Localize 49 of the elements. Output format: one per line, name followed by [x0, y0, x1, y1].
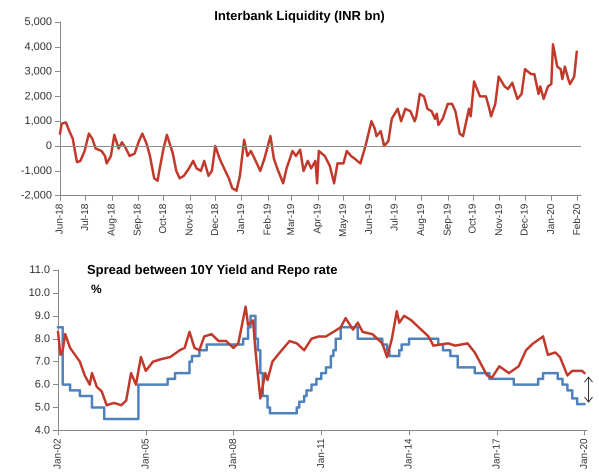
y-tick-label: 3,000	[24, 66, 52, 78]
y-tick-label: 6.0	[34, 378, 50, 391]
x-tick-label: Apr-19	[312, 203, 324, 234]
x-tick-label: Jan-02	[52, 438, 64, 469]
x-tick-label: Feb-20	[572, 203, 584, 236]
y-tick-label: 1,000	[24, 115, 52, 128]
x-tick-label: Feb-19	[262, 203, 274, 236]
x-tick-label: Jan-20	[579, 438, 590, 469]
y-tick-label: 2,000	[24, 90, 52, 102]
y-tick-label: 10.0	[28, 286, 50, 299]
y-tick-label: 8.0	[34, 332, 50, 345]
y-tick-label: 9.0	[34, 310, 50, 322]
x-tick-label: Dec-19	[519, 203, 530, 236]
x-tick-label: Jul-18	[80, 203, 91, 231]
x-tick-label: Sep-18	[132, 203, 144, 236]
line-series	[56, 305, 586, 406]
y-tick-label: -2,000	[20, 190, 52, 202]
chart-title: Spread between 10Y Yield and Repo rate	[87, 262, 338, 277]
y-tick-label: 5.0	[34, 402, 50, 414]
x-tick-label: Jan-14	[404, 438, 415, 469]
x-tick-label: Jul-19	[390, 203, 401, 231]
y-tick-label: -1,000	[20, 164, 52, 177]
x-tick-label: Jan-20	[546, 203, 557, 234]
x-tick-label: Dec-18	[210, 203, 221, 236]
y-tick-label: 4.0	[34, 424, 50, 436]
x-tick-label: Jan-19	[236, 203, 248, 234]
y-tick-label: 0	[46, 140, 52, 152]
x-tick-label: Jun-19	[364, 203, 376, 234]
x-tick-label: Jan-05	[140, 438, 152, 469]
chart-title: Interbank Liquidity (INR bn)	[214, 8, 385, 23]
y-tick-label: 5,000	[24, 16, 52, 28]
x-tick-label: Nov-19	[494, 203, 506, 236]
x-tick-label: Aug-18	[106, 203, 118, 236]
x-tick-label: Jan-17	[491, 438, 502, 469]
x-tick-label: Aug-19	[416, 203, 427, 236]
y-axis-title: %	[91, 282, 102, 296]
x-tick-label: Mar-19	[286, 203, 298, 236]
x-tick-label: Nov-18	[184, 203, 196, 236]
x-tick-label: Jan-08	[228, 438, 239, 469]
x-tick-label: Sep-19	[442, 203, 454, 236]
y-tick-label: 4,000	[24, 40, 52, 53]
line-series	[58, 43, 578, 192]
x-tick-label: May-19	[338, 203, 349, 238]
x-tick-label: Oct-19	[468, 203, 479, 234]
x-tick-label: Jun-18	[54, 203, 66, 234]
y-tick-label: 7.0	[34, 356, 50, 368]
y-tick-label: 11.0	[29, 264, 50, 276]
x-tick-label: Oct-18	[158, 203, 170, 234]
x-tick-label: Jan-11	[316, 438, 327, 468]
